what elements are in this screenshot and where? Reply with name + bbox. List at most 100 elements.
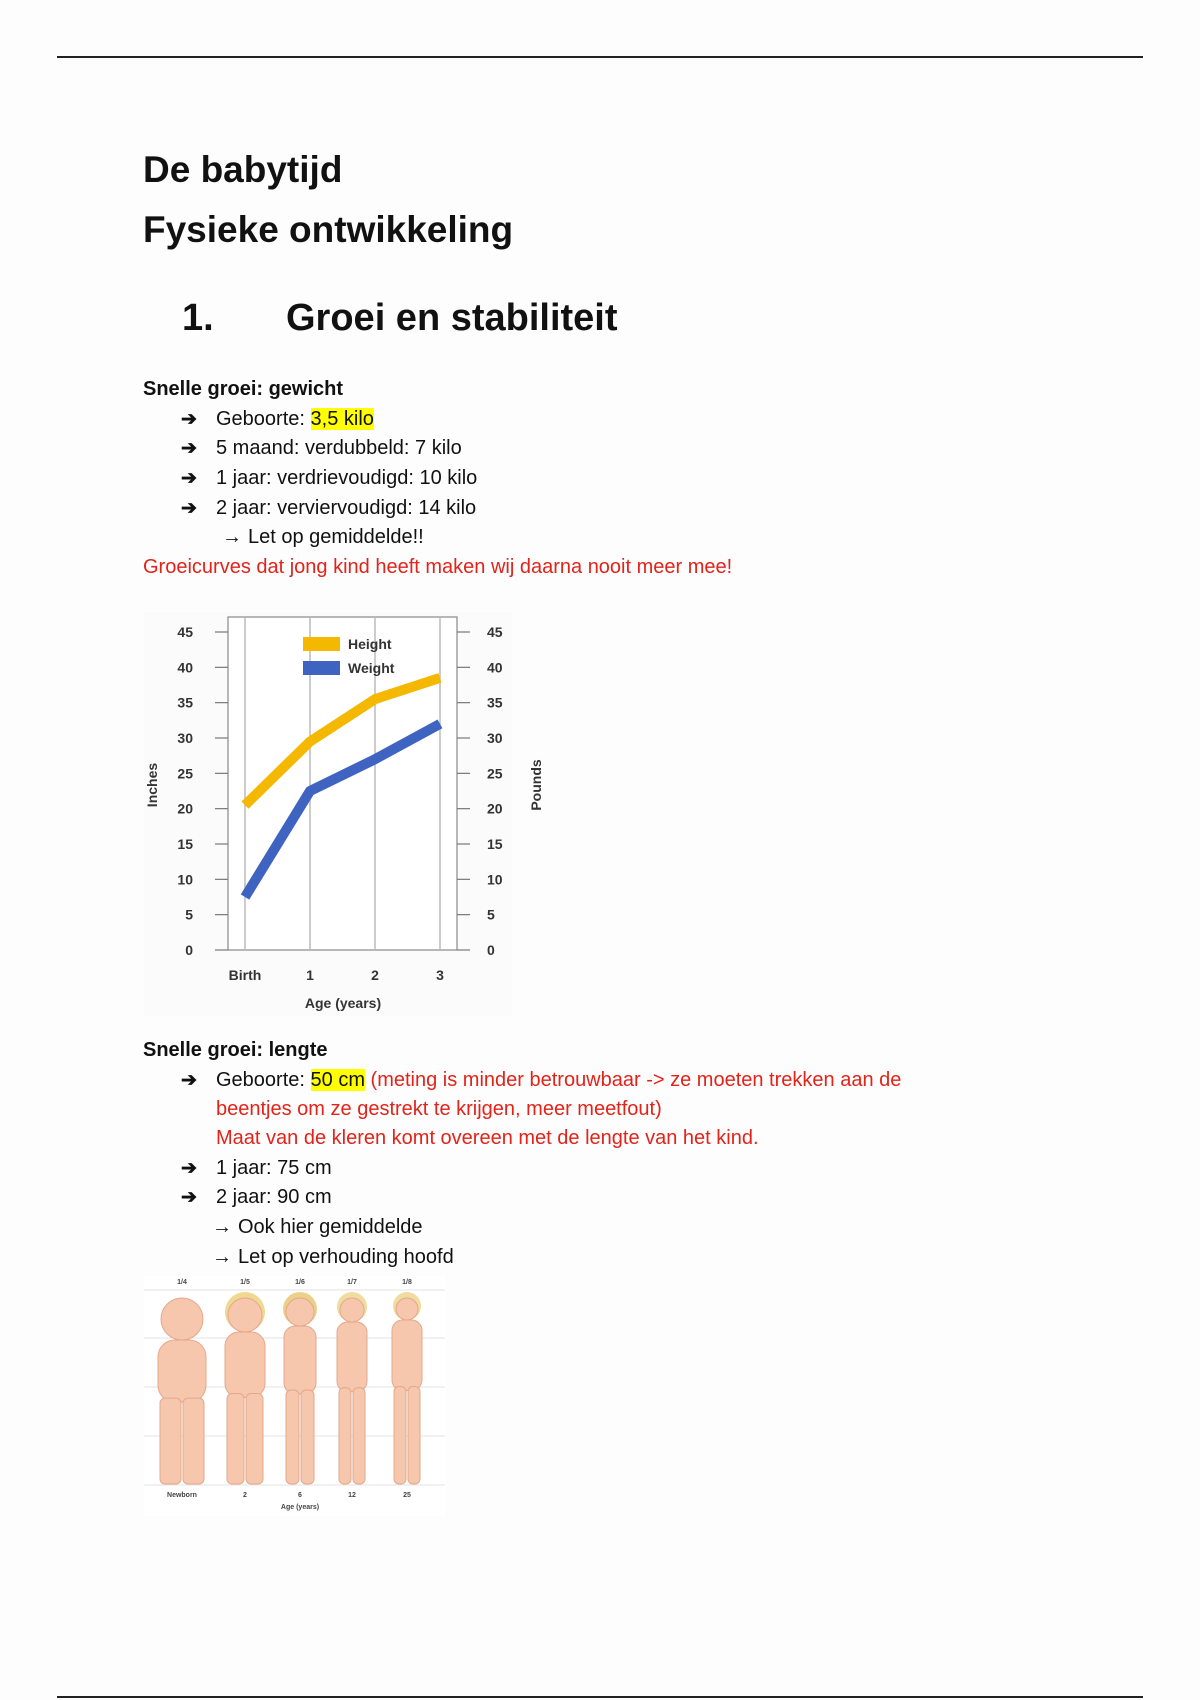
- leg-shape: [407, 1386, 421, 1485]
- sub-note-text: Ook hier gemiddelde: [238, 1216, 423, 1238]
- body-proportions-figure: 1/4 Newborn 1/5 2 1/6 6 1/7 12 1/8 25 Age (years): [144, 1276, 446, 1516]
- head-ratio-label: 1/5: [240, 1279, 250, 1286]
- age-label: 6: [298, 1492, 302, 1499]
- weight-item: ➔ 2 jaar: verviervoudigd: 14 kilo: [181, 496, 476, 521]
- legend-label-height: Height: [348, 636, 392, 652]
- page-top-rule: [57, 56, 1143, 58]
- head-ratio-label: 1/6: [295, 1279, 305, 1286]
- highlighted-value: 3,5 kilo: [310, 408, 374, 430]
- sub-arrow-icon: →: [222, 526, 242, 548]
- leg-shape: [393, 1386, 407, 1485]
- head-shape: [395, 1297, 419, 1321]
- x-tick-label: Birth: [229, 967, 262, 983]
- series-line-weight: [240, 719, 443, 900]
- sub-note-text: Let op verhouding hoofd: [238, 1246, 454, 1268]
- page-bottom-rule: [57, 1696, 1143, 1698]
- left-tick-label: 10: [177, 871, 193, 887]
- weight-item-text: Geboorte: 3,5 kilo: [216, 407, 374, 431]
- torso-shape: [283, 1325, 317, 1395]
- right-tick-label: 35: [487, 695, 503, 711]
- leg-shape: [245, 1393, 264, 1485]
- leg-shape: [226, 1393, 245, 1485]
- sub-arrow-icon: →: [212, 1216, 232, 1238]
- legend-swatch-weight: [303, 661, 340, 675]
- left-tick-label: 20: [177, 801, 193, 817]
- torso-shape: [391, 1319, 423, 1392]
- length-item-text: Geboorte: 50 cm (meting is minder betrou…: [216, 1068, 901, 1092]
- head-ratio-label: 1/8: [402, 1279, 412, 1286]
- right-tick-label: 40: [487, 659, 503, 675]
- x-tick-label: 2: [371, 967, 379, 983]
- right-tick-label: 25: [487, 765, 503, 781]
- sub-arrow-icon: →: [212, 1246, 232, 1268]
- left-tick-label: 45: [177, 624, 193, 640]
- head-ratio-label: 1/7: [347, 1279, 357, 1286]
- right-tick-label: 0: [487, 942, 495, 958]
- x-tick-label: 3: [436, 967, 444, 983]
- weight-sub-note: → Let op gemiddelde!!: [222, 525, 424, 549]
- head-shape: [227, 1297, 263, 1333]
- leg-shape: [182, 1397, 205, 1485]
- left-tick-label: 5: [185, 907, 193, 923]
- leg-shape: [285, 1389, 300, 1485]
- length-item-prefix: Geboorte:: [216, 1069, 311, 1091]
- weight-heading: Snelle groei: gewicht: [143, 378, 344, 400]
- length-item-text: 2 jaar: 90 cm: [216, 1186, 332, 1208]
- left-axis-label: Inches: [144, 763, 160, 808]
- head-shape: [339, 1297, 365, 1323]
- left-tick-label: 15: [177, 836, 193, 852]
- arrow-icon: ➔: [181, 498, 197, 519]
- right-tick-label: 45: [487, 624, 503, 640]
- arrow-icon: ➔: [181, 1187, 197, 1208]
- leg-shape: [338, 1387, 352, 1485]
- leg-shape: [300, 1389, 315, 1485]
- series-line-height: [241, 673, 442, 809]
- red-remark: (meting is minder betrouwbaar -> ze moet…: [364, 1069, 902, 1091]
- left-tick-label: 25: [177, 765, 193, 781]
- weight-item-text: 5 maand: verdubbeld: 7 kilo: [216, 437, 462, 459]
- torso-shape: [224, 1331, 266, 1399]
- weight-item: ➔ Geboorte: 3,5 kilo: [181, 407, 374, 432]
- growth-chart: 0 0 5 5 10 10 15 15 20 20 25 25 30 30 35 35 40 40 45 45 Birt…: [144, 616, 544, 1011]
- weight-item-text: 1 jaar: verdrievoudigd: 10 kilo: [216, 467, 478, 489]
- right-tick-label: 15: [487, 836, 503, 852]
- legend-label-weight: Weight: [348, 660, 395, 676]
- weight-item: ➔ 5 maand: verdubbeld: 7 kilo: [181, 436, 462, 461]
- right-tick-label: 20: [487, 801, 503, 817]
- section-number: 1.: [182, 297, 214, 339]
- highlighted-value: 50 cm: [310, 1069, 365, 1091]
- arrow-icon: ➔: [181, 438, 197, 459]
- length-sub-note: → Ook hier gemiddelde: [212, 1215, 423, 1239]
- head-ratio-label: 1/4: [177, 1279, 187, 1286]
- legend-swatch-height: [303, 637, 340, 651]
- document-title: De babytijd: [143, 149, 343, 190]
- right-tick-label: 30: [487, 730, 503, 746]
- length-heading: Snelle groei: lengte: [143, 1039, 328, 1061]
- left-tick-label: 35: [177, 695, 193, 711]
- length-sub-note: → Let op verhouding hoofd: [212, 1245, 454, 1269]
- age-label: 2: [243, 1492, 247, 1499]
- weight-item-text: 2 jaar: verviervoudigd: 14 kilo: [216, 497, 477, 519]
- section-title: Groei en stabiliteit: [286, 297, 618, 339]
- head-shape: [285, 1297, 315, 1327]
- red-remark-clothes: Maat van de kleren komt overeen met de l…: [216, 1127, 759, 1149]
- age-label: 25: [403, 1492, 411, 1499]
- figure-x-label: Age (years): [281, 1504, 319, 1511]
- age-label: 12: [348, 1492, 356, 1499]
- arrow-icon: ➔: [181, 1070, 197, 1091]
- left-tick-label: 30: [177, 730, 193, 746]
- head-shape: [160, 1297, 204, 1341]
- x-axis-label: Age (years): [305, 995, 381, 1011]
- length-item: ➔ 1 jaar: 75 cm: [181, 1156, 332, 1181]
- red-remark-continued: beentjes om ze gestrekt te krijgen, meer…: [216, 1098, 662, 1120]
- sub-note-text: Let op gemiddelde!!: [248, 526, 424, 548]
- torso-shape: [336, 1321, 368, 1393]
- length-item: ➔ 2 jaar: 90 cm: [181, 1185, 332, 1210]
- arrow-icon: ➔: [181, 409, 197, 430]
- document-subtitle: Fysieke ontwikkeling: [143, 209, 514, 250]
- weight-red-note: Groeicurves dat jong kind heeft maken wi…: [143, 556, 733, 578]
- length-item: ➔ Geboorte: 50 cm (meting is minder betr…: [181, 1068, 901, 1093]
- right-axis-label: Pounds: [528, 759, 544, 811]
- weight-item: ➔ 1 jaar: verdrievoudigd: 10 kilo: [181, 466, 477, 491]
- torso-shape: [157, 1339, 207, 1403]
